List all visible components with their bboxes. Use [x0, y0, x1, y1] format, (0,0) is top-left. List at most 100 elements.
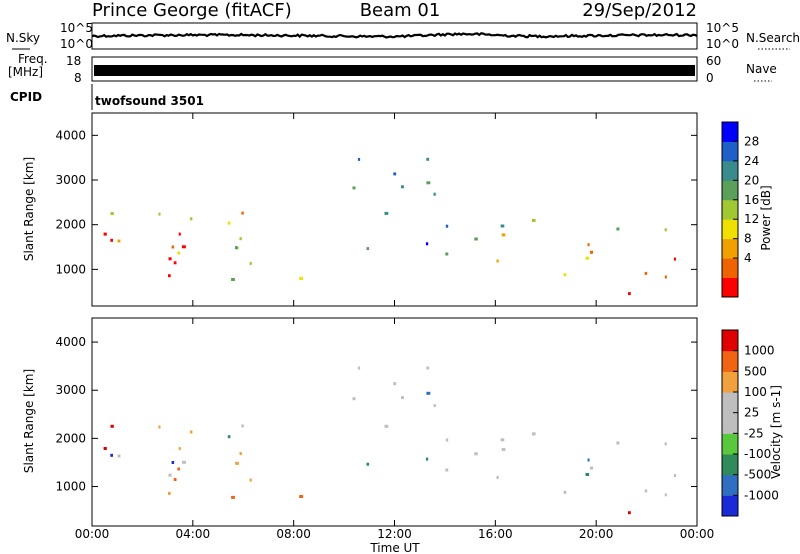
power-ylabel: Slant Range [km]	[22, 157, 36, 261]
velocity-colorbar-tick: -100	[744, 447, 771, 461]
power-cell	[110, 212, 114, 215]
power-cell	[664, 228, 667, 232]
y-tick-label: 1000	[55, 262, 86, 276]
velocity-cell	[168, 491, 171, 495]
power-colorbar-swatch	[722, 199, 738, 220]
cpid-label: CPID	[10, 90, 42, 104]
power-cell	[425, 242, 429, 246]
velocity-cell	[616, 441, 620, 445]
power-cell	[644, 271, 648, 275]
power-axes: 1000 2000 3000 4000	[55, 113, 698, 306]
velocity-cell	[445, 438, 449, 442]
power-cell	[239, 237, 242, 241]
power-colorbar-swatch	[722, 277, 738, 298]
velocity-cell	[445, 468, 449, 472]
power-cell	[426, 181, 431, 185]
velocity-cell	[425, 457, 429, 461]
velocity-cell	[496, 476, 499, 479]
power-cell	[171, 245, 175, 249]
velocity-cell	[171, 461, 175, 464]
power-cell	[401, 185, 404, 189]
velocity-cell	[393, 382, 397, 386]
velocity-colorbar-swatch	[722, 495, 738, 517]
velocity-colorbar-tick: 25	[744, 406, 759, 420]
power-colorbar-swatch	[722, 122, 738, 142]
power-cell	[103, 232, 107, 236]
power-colorbar-tick: 16	[744, 193, 759, 207]
velocity-cell	[352, 397, 356, 401]
power-panel: 1000 2000 3000 4000 Slant Range [km]	[22, 112, 698, 307]
time-tick: 20:00	[579, 527, 614, 541]
velocity-cell	[168, 473, 172, 477]
velocity-colorbar-tick: -25	[744, 426, 764, 440]
cpid-value: twofsound 3501	[95, 94, 204, 108]
power-cell	[241, 211, 244, 215]
velocity-cell	[231, 495, 235, 499]
nave-tick-top: 60	[706, 54, 721, 68]
velocity-cell	[587, 458, 590, 462]
power-cell	[496, 259, 499, 263]
nave-tick-bottom: 0	[706, 71, 714, 85]
power-cell	[563, 273, 567, 277]
power-cell	[227, 221, 231, 225]
power-cell	[531, 219, 536, 222]
power-cell	[384, 211, 389, 215]
power-colorbar-label: Power [dB]	[759, 185, 773, 250]
velocity-panel: 1000 2000 3000 4000 Slant Range [km]	[22, 317, 698, 527]
noise-left-label: N.Sky	[6, 31, 40, 45]
velocity-cell	[433, 404, 436, 408]
power-cell	[177, 251, 180, 255]
power-colorbar-swatch	[722, 238, 738, 259]
power-cell	[357, 157, 361, 161]
power-colorbar-tick: 20	[744, 173, 759, 187]
noise-right-tick-bottom: 10^0	[706, 37, 739, 51]
velocity-cell	[227, 435, 231, 439]
power-cell	[236, 246, 239, 250]
velocity-cell	[177, 467, 180, 471]
velocity-colorbar-tick: 1000	[744, 344, 775, 358]
time-axis-label: Time UT	[369, 541, 420, 554]
noise-sky-line	[91, 32, 698, 39]
power-cell	[587, 243, 590, 247]
velocity-cell	[664, 442, 667, 446]
freq-label-2: [MHz]	[8, 65, 43, 79]
noise-panel: N.Sky 10^5 10^0 10^5 10^0 N.Search	[6, 21, 800, 51]
velocity-cell	[426, 391, 431, 395]
velocity-cell	[401, 396, 404, 400]
velocity-ylabel: Slant Range [km]	[22, 369, 36, 473]
power-cell	[393, 172, 397, 176]
power-cell	[366, 247, 370, 251]
power-cell	[117, 239, 121, 243]
velocity-colorbar-swatch	[722, 371, 738, 393]
velocity-cell	[474, 452, 478, 456]
power-cell	[352, 186, 356, 190]
frequency-panel: Freq. [MHz] 18 8 60 0 Nave	[8, 52, 777, 85]
date-title: 29/Sep/2012	[582, 0, 697, 21]
power-cell	[190, 217, 193, 221]
power-cell	[426, 157, 430, 161]
velocity-colorbar-tick: -1000	[744, 488, 779, 502]
y-tick-label: 4000	[55, 335, 86, 349]
y-tick-label: 2000	[55, 218, 86, 232]
velocity-cell	[366, 462, 370, 466]
station-title: Prince George (fitACF)	[92, 0, 292, 21]
power-colorbar-swatch	[722, 219, 738, 240]
frequency-band	[94, 65, 695, 76]
power-colorbar-swatch	[722, 160, 738, 181]
noise-right-label: N.Search	[746, 31, 800, 45]
time-tick-labels: 00:00 04:00 08:00 12:00 16:00 20:00 00:00	[75, 527, 715, 541]
power-cell	[616, 227, 620, 231]
velocity-cell	[158, 425, 161, 429]
velocity-cell	[103, 447, 107, 450]
power-cell	[673, 257, 676, 261]
velocity-colorbar-swatch	[722, 454, 738, 476]
noise-left-tick-top: 10^5	[60, 21, 93, 35]
power-cell	[110, 238, 113, 242]
y-tick-label: 3000	[55, 173, 86, 187]
noise-left-tick-bottom: 10^0	[60, 37, 93, 51]
y-tick-label: 4000	[55, 128, 86, 142]
power-cell	[235, 246, 238, 250]
power-cell	[231, 278, 235, 281]
velocity-colorbar-swatch	[722, 392, 738, 414]
